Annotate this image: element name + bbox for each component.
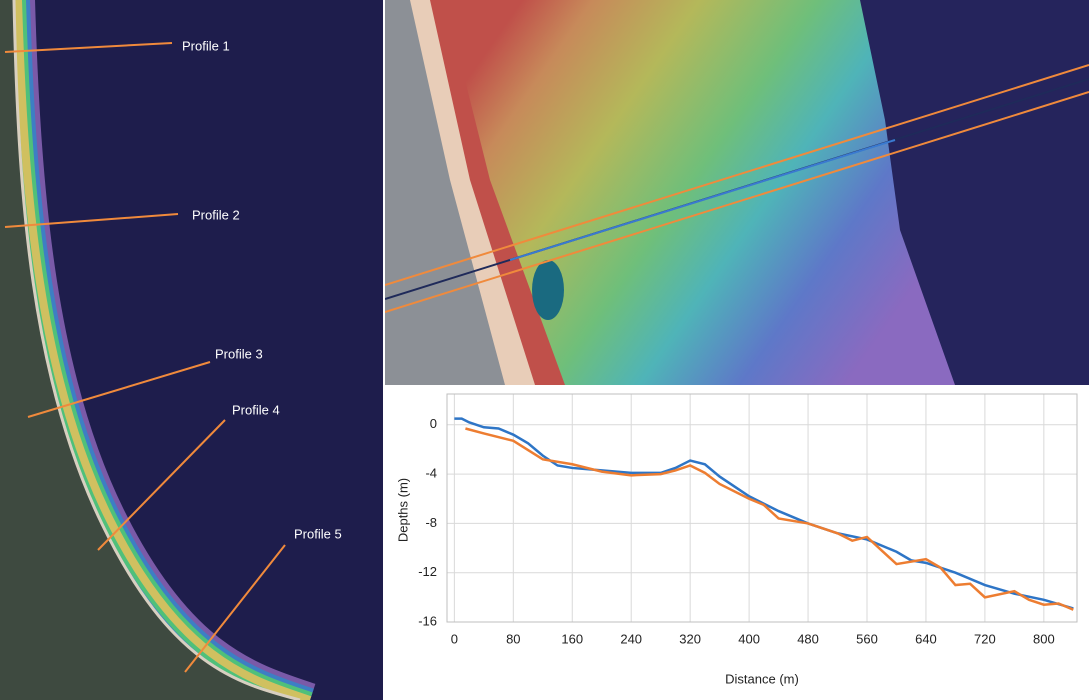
x-tick-label: 240: [620, 631, 642, 646]
x-tick-label: 560: [856, 631, 878, 646]
figure: Profile 1 Profile 2 Profile 3 Profile 4 …: [0, 0, 1089, 700]
profile-label: Profile 1: [182, 38, 230, 53]
y-tick-label: -4: [425, 466, 437, 481]
x-tick-label: 640: [915, 631, 937, 646]
x-tick-label: 720: [974, 631, 996, 646]
y-tick-label: -8: [425, 515, 437, 530]
x-tick-label: 800: [1033, 631, 1055, 646]
x-axis-title: Distance (m): [725, 671, 799, 686]
profile-label: Profile 5: [294, 526, 342, 541]
zoom-panel: [385, 0, 1089, 385]
profile-label: Profile 2: [192, 207, 240, 222]
y-tick-label: 0: [430, 416, 437, 431]
chart-bg: [385, 385, 1089, 700]
y-axis-title: Depths (m): [395, 478, 410, 542]
x-tick-label: 480: [797, 631, 819, 646]
x-tick-label: 80: [506, 631, 520, 646]
x-tick-label: 160: [561, 631, 583, 646]
y-tick-label: -12: [418, 564, 437, 579]
x-tick-label: 320: [679, 631, 701, 646]
x-tick-label: 400: [738, 631, 760, 646]
map-panel: Profile 1 Profile 2 Profile 3 Profile 4 …: [0, 0, 383, 700]
page: {"map":{"labels":["Profile 1","Profile 2…: [0, 0, 1089, 700]
x-tick-label: 0: [451, 631, 458, 646]
profile-label: Profile 3: [215, 346, 263, 361]
y-tick-label: -16: [418, 613, 437, 628]
profile-label: Profile 4: [232, 402, 280, 417]
